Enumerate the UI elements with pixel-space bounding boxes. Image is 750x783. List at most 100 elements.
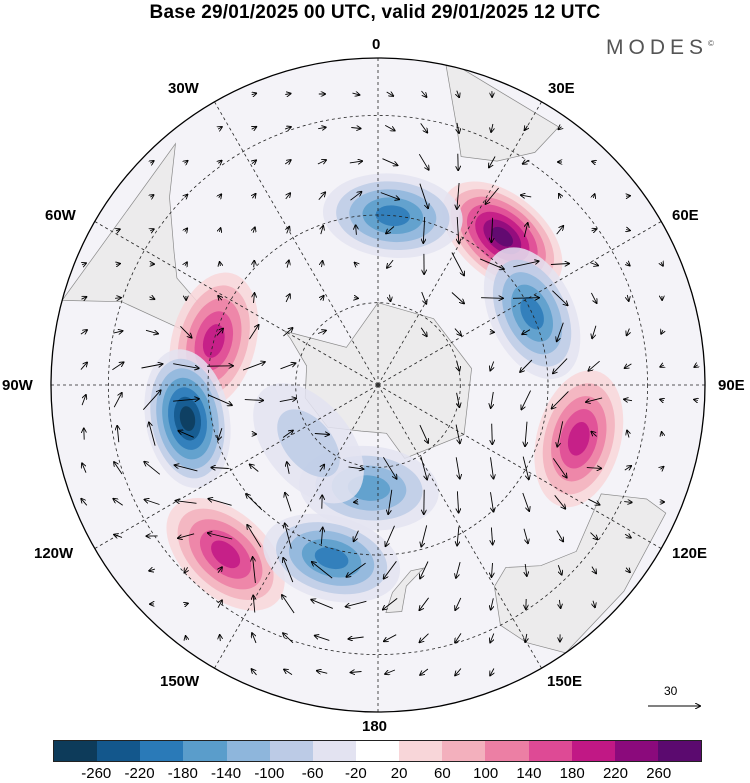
wind-vector [451,292,464,304]
wind-vector [283,558,294,583]
wind-vector [492,423,493,445]
wind-vector [421,525,428,546]
wind-vector [285,493,292,512]
wind-vector [320,296,323,300]
wind-vector [218,161,221,164]
colorbar-swatch [226,741,270,761]
wind-vector [491,391,494,408]
colorbar-tick-label: -180 [167,765,198,782]
wind-vector [419,424,428,443]
wind-vector [589,263,598,266]
wind-vector [383,598,398,609]
wind-vector [592,161,596,162]
wind-vector [382,158,398,166]
wind-vector [249,325,258,340]
wind-vector [454,328,461,336]
wind-vector [490,668,494,676]
wind-vector [421,291,427,304]
wind-vector [184,603,188,604]
lon-label-30w: 30W [168,80,199,97]
wind-vector [525,126,528,130]
wind-vector [317,160,326,165]
anomaly-contour [277,409,340,478]
wind-vector [352,93,360,95]
colorbar-swatch [97,741,141,761]
colorbar-tick-label: -260 [81,765,112,782]
wind-vector [219,228,220,232]
wind-vector [661,262,663,266]
anomaly-contour [314,547,349,570]
wind-vector [593,194,594,198]
wind-vector [419,183,428,209]
wind-vector [279,398,296,403]
wind-vector [252,160,256,163]
wind-vector [250,465,259,472]
wind-vector [115,298,121,299]
wind-vector [284,669,293,675]
wind-vector [455,597,462,610]
wind-vector [456,561,461,578]
meridian-line [214,101,379,386]
wind-vector [624,399,633,400]
wind-vector [385,669,396,674]
colorbar-swatch [183,741,227,761]
wind-vector [523,528,528,544]
wind-vector [81,499,88,506]
brand-mark: © [708,39,714,48]
wind-vector [625,364,632,368]
colorbar-swatch [485,741,529,761]
wind-vector [252,633,257,644]
wind-vector [593,600,595,608]
wind-vector [142,390,160,411]
wind-vector [144,462,161,475]
wind-vector [457,491,458,512]
wind-vector [559,127,562,130]
colorbar-tick-label: -20 [345,765,367,782]
wind-vector [419,597,429,610]
colorbar-tick-label: 180 [559,765,585,782]
wind-vector [522,329,531,335]
wind-vector [388,489,393,514]
wind-vector [350,192,362,201]
map-title: Base 29/01/2025 00 UTC, valid 29/01/2025… [149,2,601,23]
colorbar-ticks: -260 -220 -180 -140 -100 -60 -20 20 60 100 140 180 2… [0,765,750,783]
wind-vector [208,499,232,506]
wind-vector [386,525,395,546]
wind-vector [285,523,292,549]
wind-vector [218,127,222,129]
wind-vector [314,434,329,435]
meridian-line [214,384,379,669]
wind-vector [242,362,265,371]
wind-vector [82,263,86,265]
wind-vector [220,262,221,266]
meridian-line [94,384,379,549]
wind-vector [150,229,154,231]
wind-vector [287,462,289,474]
wind-vector [185,262,187,265]
wind-vector [285,94,290,95]
wind-vector [283,328,292,337]
wind-vector [457,90,459,98]
wind-vector [384,125,395,130]
anomaly-contour [520,297,544,330]
wind-vector [282,431,293,438]
meridian-line [377,384,542,669]
wind-vector [420,327,427,337]
wind-vector [82,297,87,299]
anomaly-contour [375,205,410,227]
wind-vector [457,526,459,546]
wind-vector [451,252,464,276]
wind-vector [626,262,629,265]
wind-vector [586,468,601,469]
wind-vector [559,194,561,198]
wind-vector [252,93,257,94]
wind-vector [457,182,459,209]
wind-vector [525,421,527,447]
colorbar-swatch [614,741,658,761]
wind-vector [420,561,429,579]
wind-vector [552,458,566,477]
colorbar-tick-label: 100 [473,765,499,782]
wind-vector [319,465,324,472]
lon-label-120e: 120E [672,545,708,562]
